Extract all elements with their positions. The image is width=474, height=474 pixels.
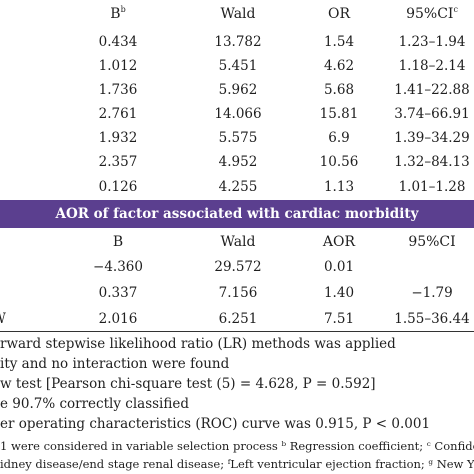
wald-value: 4.255 xyxy=(218,179,258,195)
header-wald: Wald xyxy=(220,6,256,22)
wald-value: 13.782 xyxy=(214,34,262,50)
note-line: w test [Pearson chi-square test (5) = 4.… xyxy=(0,376,376,392)
header-wald: Wald xyxy=(220,234,256,250)
ci-value: −1.79 xyxy=(411,285,453,301)
header-ci: 95%CIc xyxy=(406,5,458,23)
ci-value: 1.23–1.94 xyxy=(398,34,466,50)
ci-value xyxy=(372,253,474,281)
b-value: 0.126 xyxy=(98,179,138,195)
row-label xyxy=(0,279,32,307)
b-value: −4.360 xyxy=(93,259,143,275)
table-row: 1.012 5.451 4.62 1.18–2.14 xyxy=(0,52,474,80)
b-value: 2.016 xyxy=(98,311,138,327)
aor-value: 7.51 xyxy=(323,311,355,327)
b-value: 1.012 xyxy=(98,58,138,74)
table1-header: Bb Wald OR 95%CIc xyxy=(0,0,474,28)
header-or: OR xyxy=(327,6,351,22)
wald-value: 14.066 xyxy=(214,106,262,122)
wald-value: 6.251 xyxy=(218,311,258,327)
b-value: 2.761 xyxy=(98,106,138,122)
b-value: 2.357 xyxy=(98,154,138,170)
section-title-band: AOR of factor associated with cardiac mo… xyxy=(0,200,474,228)
or-value: 10.56 xyxy=(319,154,359,170)
or-value: 15.81 xyxy=(319,106,359,122)
table-row: 0.126 4.255 1.13 1.01–1.28 xyxy=(0,173,474,201)
table-row: 0.337 7.156 1.40 −1.79 xyxy=(0,279,474,307)
header-b: B xyxy=(112,234,124,250)
or-value: 1.54 xyxy=(323,34,355,50)
b-value: 0.337 xyxy=(98,285,138,301)
header-ci: 95%CI xyxy=(408,234,456,250)
row-label xyxy=(0,253,32,281)
wald-value: 7.156 xyxy=(218,285,258,301)
or-value: 4.62 xyxy=(323,58,355,74)
aor-value: 0.01 xyxy=(323,259,355,275)
wald-value: 5.962 xyxy=(218,82,258,98)
footnote-line: 1 were considered in variable selection … xyxy=(0,439,474,453)
table-row: 2.357 4.952 10.56 1.32–84.13 xyxy=(0,148,474,176)
b-value: 1.932 xyxy=(98,130,138,146)
table-row: 0.434 13.782 1.54 1.23–1.94 xyxy=(0,28,474,56)
footnote-line: idney disease/end stage renal disease; ᶠ… xyxy=(0,457,474,471)
wald-value: 29.572 xyxy=(214,259,262,275)
table-row: 1.932 5.575 6.9 1.39–34.29 xyxy=(0,124,474,152)
ci-value: 1.39–34.29 xyxy=(394,130,470,146)
note-line: ity and no interaction were found xyxy=(0,356,230,372)
note-line: er operating characteristics (ROC) curve… xyxy=(0,416,431,432)
wald-value: 5.451 xyxy=(218,58,258,74)
wald-value: 4.952 xyxy=(218,154,258,170)
b-value: 0.434 xyxy=(98,34,138,50)
or-value: 5.68 xyxy=(323,82,355,98)
ci-value: 3.74–66.91 xyxy=(394,106,470,122)
table-row: −4.360 29.572 0.01 xyxy=(0,253,474,281)
ci-value: 1.01–1.28 xyxy=(398,179,466,195)
table-row: W 2.016 6.251 7.51 1.55–36.44 xyxy=(0,305,474,333)
ci-value: 1.55–36.44 xyxy=(394,311,470,327)
note-line: rward stepwise likelihood ratio (LR) met… xyxy=(0,336,396,352)
table-row: 2.761 14.066 15.81 3.74–66.91 xyxy=(0,100,474,128)
ci-value: 1.41–22.88 xyxy=(394,82,470,98)
table2-header: B Wald AOR 95%CI xyxy=(0,228,474,256)
table-bottom-rule xyxy=(0,331,474,332)
ci-value: 1.32–84.13 xyxy=(394,154,470,170)
header-aor: AOR xyxy=(322,234,356,250)
wald-value: 5.575 xyxy=(218,130,258,146)
b-value: 1.736 xyxy=(98,82,138,98)
aor-value: 1.40 xyxy=(323,285,355,301)
row-label: W xyxy=(0,305,32,333)
note-line: e 90.7% correctly classified xyxy=(0,396,189,412)
header-b: Bb xyxy=(110,5,126,23)
table-row: 1.736 5.962 5.68 1.41–22.88 xyxy=(0,76,474,104)
or-value: 1.13 xyxy=(323,179,355,195)
ci-value: 1.18–2.14 xyxy=(398,58,466,74)
or-value: 6.9 xyxy=(328,130,350,146)
